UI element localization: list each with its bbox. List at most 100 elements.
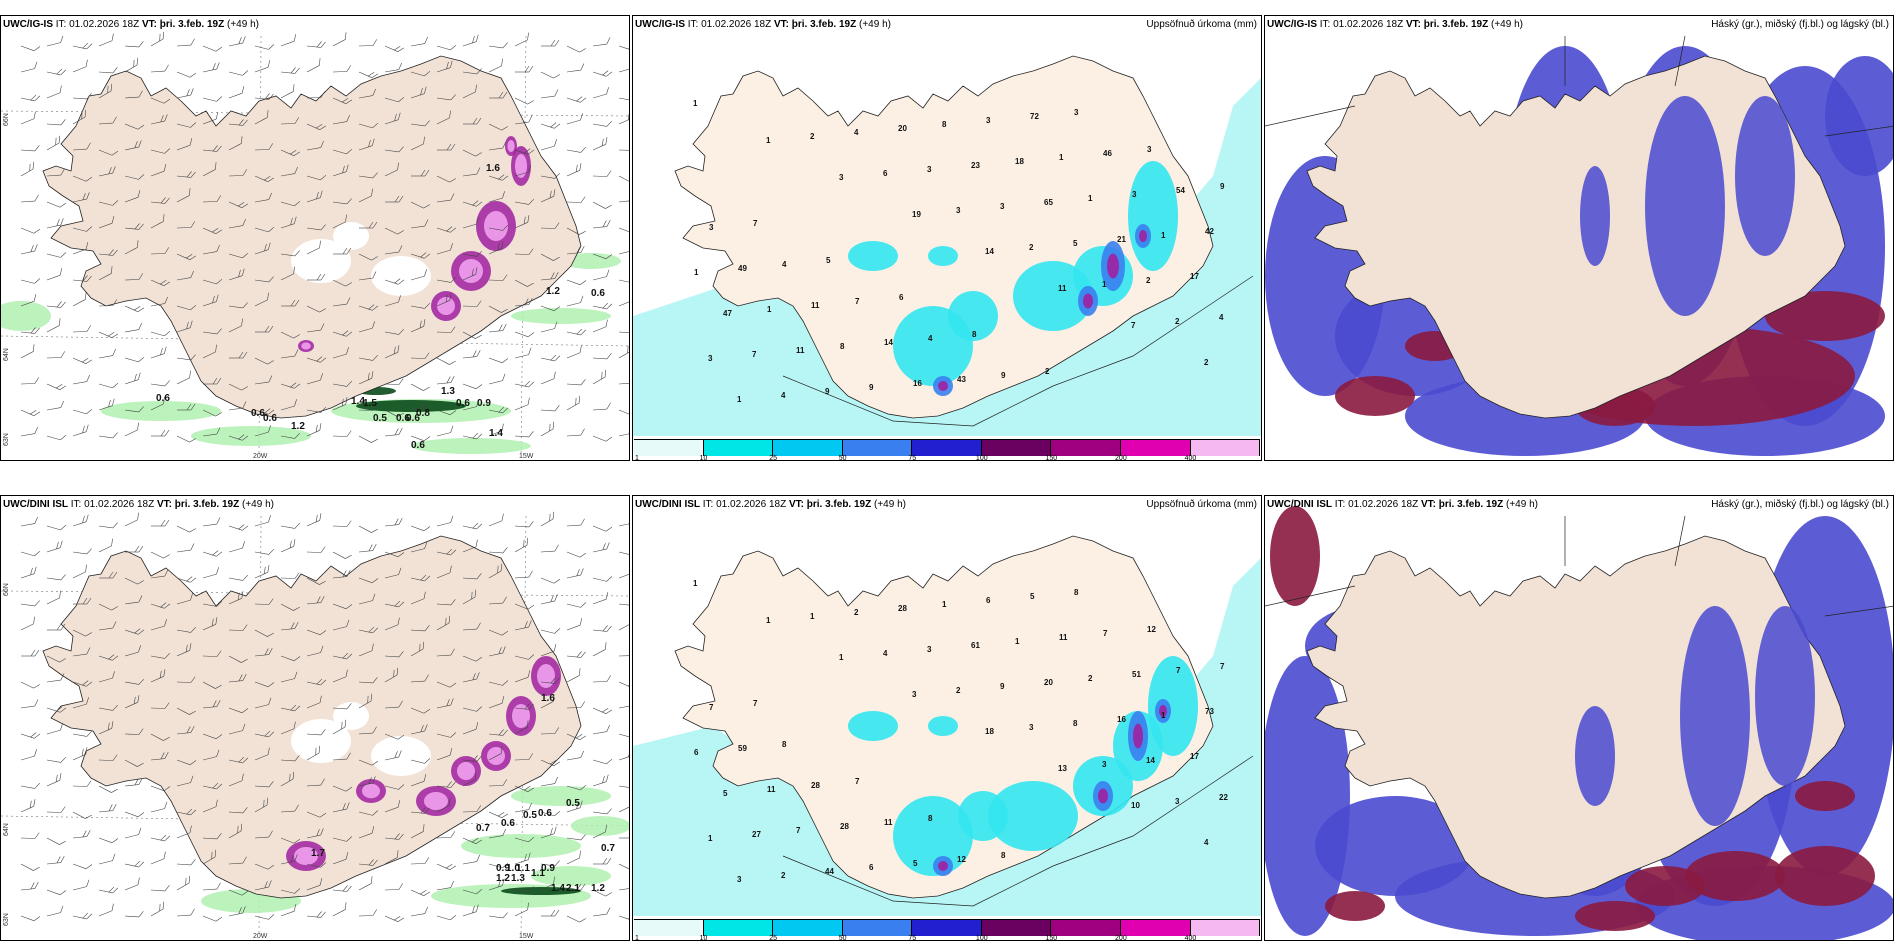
wind-barb-flag xyxy=(446,548,453,555)
wind-barb xyxy=(72,93,92,100)
wind-barb-flag xyxy=(59,202,67,208)
value-label: 0.6 xyxy=(538,808,552,819)
wind-barb xyxy=(124,190,141,203)
wind-barb-shaft xyxy=(306,45,321,48)
wind-barb xyxy=(358,321,375,333)
wind-barb-flag xyxy=(211,618,214,626)
wind-barb xyxy=(72,811,92,819)
wind-barb-shaft xyxy=(540,600,555,605)
wind-barb-shaft xyxy=(306,123,320,130)
wind-barb-flag xyxy=(476,854,480,862)
wind-barb-flag xyxy=(319,630,327,636)
wind-barb-flag xyxy=(60,301,66,308)
wind-barb-flag xyxy=(345,214,347,222)
wind-barb-shaft xyxy=(306,752,320,761)
wind-barb-flag xyxy=(345,397,348,405)
wind-barb-flag xyxy=(398,428,403,435)
wind-barb-shaft xyxy=(332,221,346,229)
wind-barb-flag xyxy=(527,32,529,40)
wind-barb-flag xyxy=(372,593,376,601)
wind-barb-shaft xyxy=(254,381,269,385)
wind-barb-flag xyxy=(264,881,268,889)
legend-swatch xyxy=(1051,920,1121,936)
wind-barb xyxy=(618,175,629,183)
wind-barb-flag xyxy=(85,359,93,364)
wind-barb xyxy=(462,34,479,47)
precip-area xyxy=(1133,723,1143,749)
wind-barb xyxy=(254,880,272,891)
wind-barb-flag xyxy=(241,386,248,391)
wind-barb xyxy=(202,733,223,740)
wind-barb xyxy=(228,268,245,281)
legend-swatch xyxy=(634,920,704,936)
wind-barb xyxy=(72,879,90,891)
wind-barb-flag xyxy=(190,221,196,228)
wind-barb xyxy=(436,326,456,333)
wind-barb xyxy=(618,97,629,101)
wind-barb xyxy=(150,197,170,204)
value-label: 73 xyxy=(1205,707,1214,716)
value-label: 2 xyxy=(1146,276,1151,285)
value-label: 3 xyxy=(1147,145,1152,154)
wind-barb-flag xyxy=(398,784,405,790)
wind-barb-flag xyxy=(476,251,482,257)
wind-barb-flag xyxy=(289,149,297,155)
wind-barb-flag xyxy=(580,518,585,526)
wind-barb-flag xyxy=(242,70,249,76)
wind-barb-flag xyxy=(267,864,275,870)
wind-barb xyxy=(592,70,613,77)
wind-barb-flag xyxy=(342,652,349,659)
wind-barb-shaft xyxy=(436,279,451,283)
wind-barb xyxy=(124,322,142,333)
wind-barb-shaft xyxy=(436,915,451,921)
wind-barb xyxy=(332,603,353,610)
wind-barb-flag xyxy=(268,242,271,250)
wind-barb-shaft xyxy=(228,707,243,714)
wind-barb-flag xyxy=(502,828,506,836)
wind-barb-flag xyxy=(629,799,630,806)
wind-barb xyxy=(566,651,586,658)
wind-barb-flag xyxy=(111,788,118,793)
wind-barb-flag xyxy=(216,517,221,525)
wind-barb-flag xyxy=(242,169,248,176)
value-label: 1.0 xyxy=(506,863,520,874)
wind-barb-shaft xyxy=(46,759,61,763)
wind-barb-flag xyxy=(190,908,195,916)
wind-barb-flag xyxy=(372,88,376,96)
value-label: 2 xyxy=(1045,367,1050,376)
wind-barb-flag xyxy=(394,113,397,121)
wind-barb xyxy=(254,143,274,151)
wind-barb-shaft xyxy=(436,805,450,813)
wind-barb-shaft xyxy=(176,327,191,333)
wind-barb-flag xyxy=(212,782,219,789)
wind-barb-shaft xyxy=(410,383,424,391)
wind-barb-shaft xyxy=(410,889,424,896)
wind-barb-flag xyxy=(424,253,431,259)
wind-barb-flag xyxy=(190,171,196,178)
wind-barb-shaft xyxy=(488,835,503,839)
wind-barb xyxy=(228,218,246,229)
wind-barb-shaft xyxy=(358,629,373,634)
wind-barb xyxy=(254,292,269,307)
legend-tick-label: 150 xyxy=(1045,935,1058,941)
wind-barb xyxy=(384,409,404,417)
wind-barb-flag xyxy=(527,720,529,728)
wind-barb-flag xyxy=(502,646,506,654)
wind-barb xyxy=(462,432,483,440)
wind-barb xyxy=(124,356,145,363)
wind-barb-shaft xyxy=(124,681,139,685)
wind-barb-flag xyxy=(34,244,38,252)
wind-barb-flag xyxy=(86,879,90,887)
value-label: 0.5 xyxy=(523,810,537,821)
wind-barb xyxy=(436,515,454,527)
wind-barb-flag xyxy=(471,591,473,600)
wind-barb-flag xyxy=(138,90,143,98)
wind-barb-flag xyxy=(372,321,375,329)
wind-barb xyxy=(592,369,606,385)
wind-barb-shaft xyxy=(618,805,629,813)
wind-barb-shaft xyxy=(332,171,347,177)
value-label: 54 xyxy=(1176,186,1185,195)
wind-barb-shaft xyxy=(618,522,629,527)
wind-barb-flag xyxy=(450,698,454,706)
value-label: 7 xyxy=(855,297,860,306)
